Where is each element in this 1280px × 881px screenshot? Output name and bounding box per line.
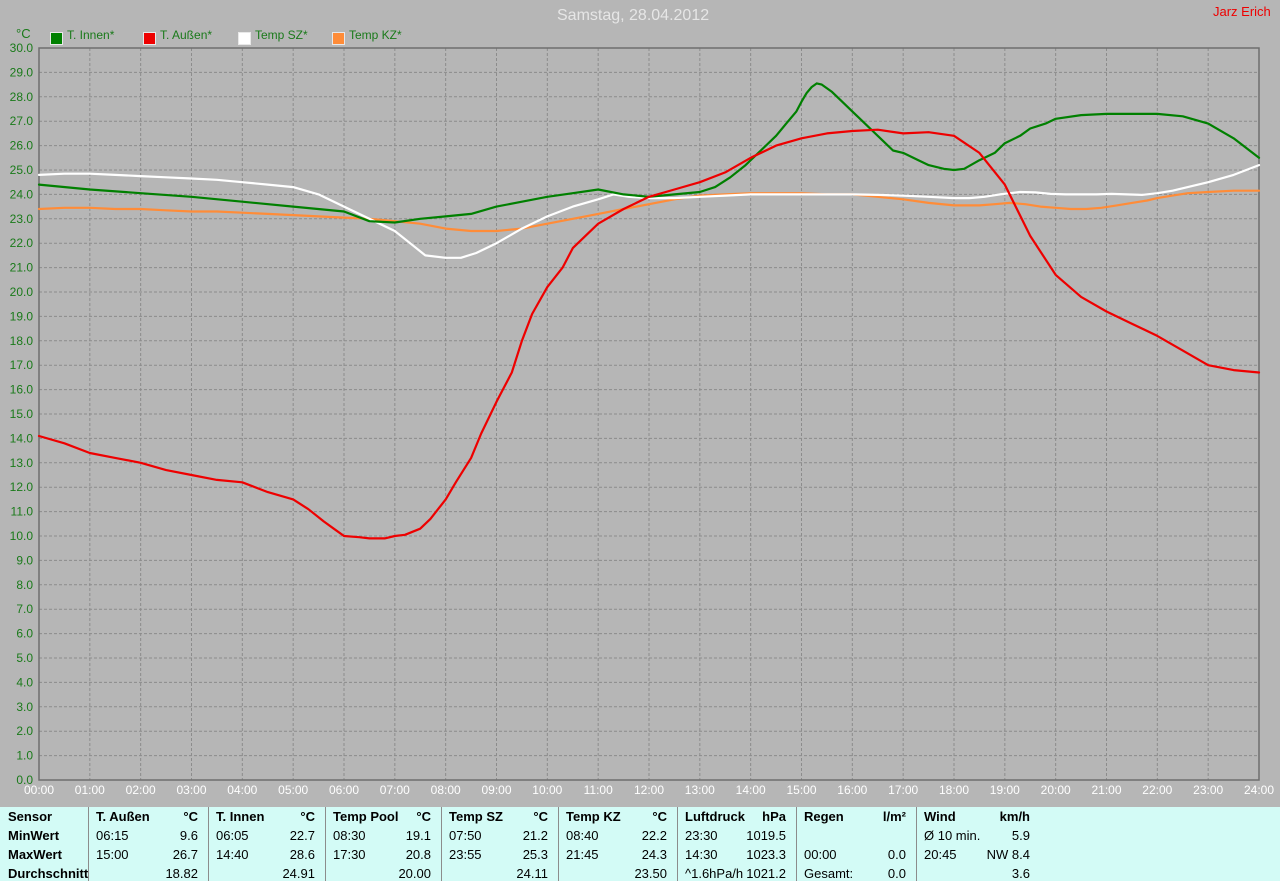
- svg-text:04:00: 04:00: [227, 783, 257, 797]
- svg-text:13:00: 13:00: [685, 783, 715, 797]
- svg-text:22.0: 22.0: [10, 236, 34, 250]
- svg-text:24.0: 24.0: [10, 187, 34, 201]
- svg-text:11.0: 11.0: [11, 505, 34, 519]
- svg-text:27.0: 27.0: [10, 114, 34, 128]
- svg-text:5.0: 5.0: [16, 651, 33, 665]
- svg-text:24:00: 24:00: [1244, 783, 1274, 797]
- svg-text:23.0: 23.0: [10, 212, 34, 226]
- svg-text:01:00: 01:00: [75, 783, 105, 797]
- svg-text:18.0: 18.0: [10, 334, 34, 348]
- svg-text:2.0: 2.0: [16, 724, 33, 738]
- svg-text:18:00: 18:00: [939, 783, 969, 797]
- svg-text:10.0: 10.0: [10, 529, 34, 543]
- svg-text:12:00: 12:00: [634, 783, 664, 797]
- svg-text:4.0: 4.0: [16, 675, 33, 689]
- svg-text:06:00: 06:00: [329, 783, 359, 797]
- svg-text:21.0: 21.0: [10, 261, 34, 275]
- svg-text:11:00: 11:00: [584, 783, 613, 797]
- svg-text:23:00: 23:00: [1193, 783, 1223, 797]
- svg-text:07:00: 07:00: [380, 783, 410, 797]
- svg-text:03:00: 03:00: [176, 783, 206, 797]
- svg-text:26.0: 26.0: [10, 139, 34, 153]
- svg-text:3.0: 3.0: [16, 700, 33, 714]
- svg-text:20.0: 20.0: [10, 285, 34, 299]
- svg-text:21:00: 21:00: [1091, 783, 1121, 797]
- svg-text:16:00: 16:00: [837, 783, 867, 797]
- svg-text:19:00: 19:00: [990, 783, 1020, 797]
- svg-text:8.0: 8.0: [16, 578, 33, 592]
- svg-text:05:00: 05:00: [278, 783, 308, 797]
- svg-text:19.0: 19.0: [10, 309, 34, 323]
- svg-text:14.0: 14.0: [10, 431, 34, 445]
- svg-text:9.0: 9.0: [16, 553, 33, 567]
- svg-text:14:00: 14:00: [736, 783, 766, 797]
- svg-text:02:00: 02:00: [126, 783, 156, 797]
- svg-text:15.0: 15.0: [10, 407, 34, 421]
- svg-text:7.0: 7.0: [16, 602, 33, 616]
- svg-text:6.0: 6.0: [16, 627, 33, 641]
- svg-text:28.0: 28.0: [10, 90, 34, 104]
- svg-text:08:00: 08:00: [431, 783, 461, 797]
- svg-text:16.0: 16.0: [10, 383, 34, 397]
- svg-text:09:00: 09:00: [481, 783, 511, 797]
- svg-text:12.0: 12.0: [10, 480, 34, 494]
- svg-text:13.0: 13.0: [10, 456, 34, 470]
- svg-text:30.0: 30.0: [10, 41, 34, 55]
- svg-text:17:00: 17:00: [888, 783, 918, 797]
- svg-text:29.0: 29.0: [10, 65, 34, 79]
- svg-text:22:00: 22:00: [1142, 783, 1172, 797]
- svg-text:15:00: 15:00: [786, 783, 816, 797]
- svg-text:00:00: 00:00: [24, 783, 54, 797]
- svg-text:25.0: 25.0: [10, 163, 34, 177]
- svg-text:10:00: 10:00: [532, 783, 562, 797]
- svg-text:17.0: 17.0: [10, 358, 34, 372]
- svg-text:20:00: 20:00: [1041, 783, 1071, 797]
- svg-text:1.0: 1.0: [16, 749, 33, 763]
